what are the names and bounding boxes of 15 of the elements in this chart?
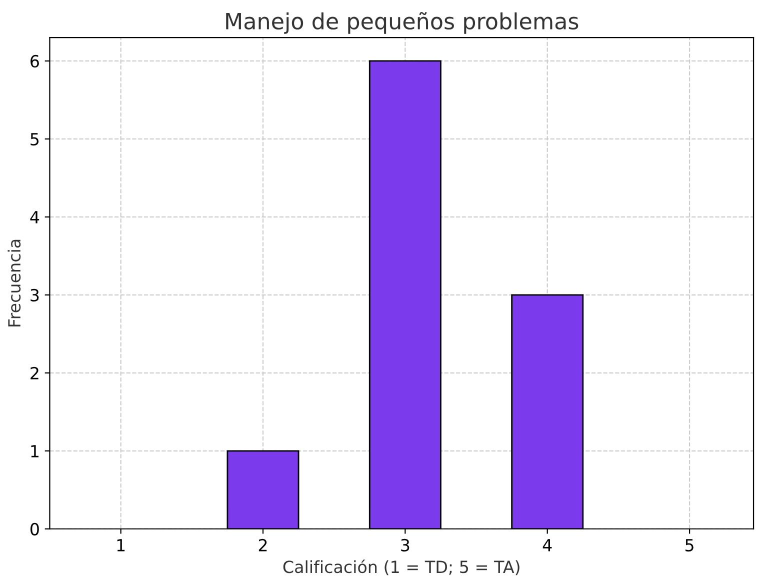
x-tick-label: 1 bbox=[117, 539, 125, 552]
y-tick-label: 1 bbox=[31, 445, 38, 458]
x-tick-label: 4 bbox=[542, 539, 552, 552]
y-tick-label: 4 bbox=[30, 211, 40, 224]
y-tick-label: 5 bbox=[30, 133, 39, 146]
chart-title: Manejo de pequeños problemas bbox=[226, 12, 578, 34]
x-tick-label: 5 bbox=[686, 539, 694, 552]
x-tick-label: 3 bbox=[401, 538, 410, 552]
y-tick-label: 6 bbox=[30, 54, 39, 68]
y-axis-title: Frecuencia bbox=[8, 240, 21, 326]
y-tick-label: 3 bbox=[30, 288, 39, 302]
x-tick-label: 2 bbox=[258, 538, 267, 552]
y-tick-label: 0 bbox=[30, 522, 39, 536]
y-tick-label: 2 bbox=[30, 366, 38, 380]
x-axis-title: Calificación (1 = TD; 5 = TA) bbox=[283, 560, 520, 576]
